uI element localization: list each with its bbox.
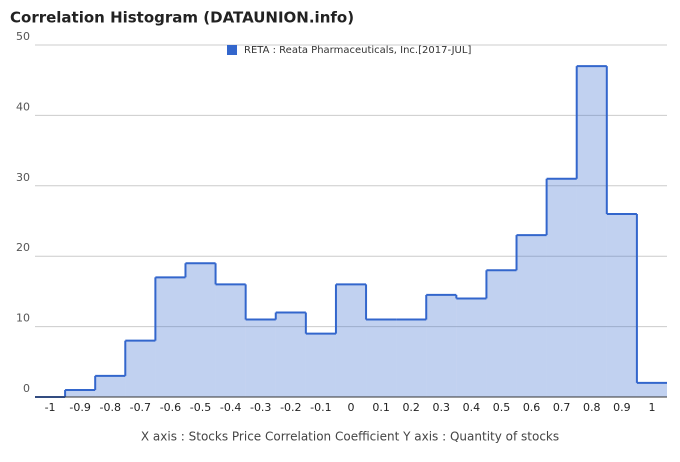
bar: [576, 66, 607, 398]
x-tick-label: 0.5: [493, 401, 511, 414]
y-tick-label: 40: [16, 100, 30, 113]
bar: [366, 319, 397, 397]
bar: [456, 298, 487, 397]
x-tick-label: -0.4: [220, 401, 241, 414]
x-tick-label: -0.3: [250, 401, 271, 414]
x-tick-label: -0.5: [190, 401, 211, 414]
bar: [516, 235, 547, 397]
bar: [215, 284, 246, 397]
x-tick-label: 0.4: [463, 401, 481, 414]
x-tick-label: 0.9: [613, 401, 631, 414]
x-axis-label: X axis : Stocks Price Correlation Coeffi…: [141, 430, 559, 444]
y-tick-label: 0: [23, 382, 30, 395]
x-tick-label: -0.6: [160, 401, 181, 414]
x-tick-label: -0.2: [280, 401, 301, 414]
bar: [606, 213, 637, 397]
x-tick-label: 0: [348, 401, 355, 414]
y-tick-label: 10: [16, 312, 30, 325]
x-tick-label: 0.1: [372, 401, 390, 414]
bar: [95, 375, 126, 397]
bar: [125, 340, 156, 397]
bar: [275, 312, 306, 397]
bar: [185, 263, 216, 397]
x-tick-label: 1: [648, 401, 655, 414]
y-tick-label: 20: [16, 241, 30, 254]
y-tick-label: 50: [16, 30, 30, 43]
chart-title: Correlation Histogram (DATAUNION.info): [10, 9, 354, 27]
bar: [245, 319, 276, 397]
legend-label: RETA : Reata Pharmaceuticals, Inc.[2017-…: [244, 45, 471, 56]
bar: [305, 333, 336, 397]
x-tick-label: 0.2: [402, 401, 420, 414]
legend-swatch: [227, 45, 237, 55]
x-tick-label: -1: [45, 401, 56, 414]
x-tick-label: 0.3: [433, 401, 451, 414]
y-tick-label: 30: [16, 171, 30, 184]
bar: [335, 284, 367, 397]
x-tick-label: 0.6: [523, 401, 541, 414]
bar: [155, 277, 186, 397]
bar: [546, 178, 577, 397]
bar: [396, 319, 427, 397]
x-tick-label: -0.7: [130, 401, 151, 414]
x-tick-label: 0.8: [583, 401, 601, 414]
x-tick-label: -0.8: [100, 401, 121, 414]
x-tick-label: 0.7: [553, 401, 571, 414]
bar: [65, 389, 96, 397]
x-tick-label: -0.1: [310, 401, 331, 414]
x-tick-label: -0.9: [69, 401, 90, 414]
bar: [426, 294, 457, 397]
bar: [486, 270, 517, 397]
bar: [636, 382, 667, 397]
